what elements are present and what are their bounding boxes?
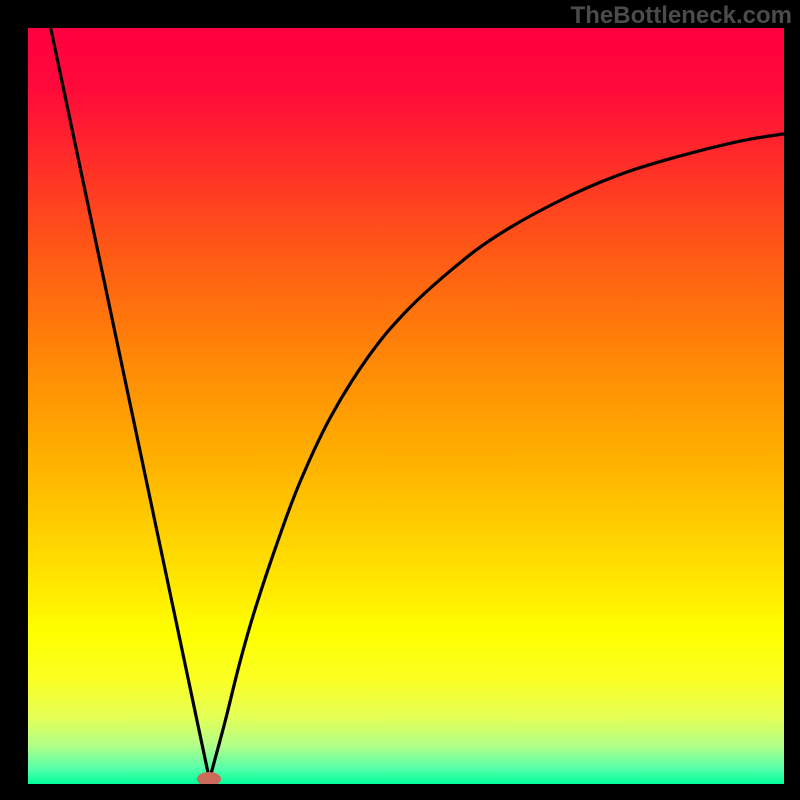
curve-svg <box>28 28 784 784</box>
chart-frame: TheBottleneck.com <box>0 0 800 800</box>
curve-left-branch <box>51 28 210 779</box>
plot-area <box>28 28 784 784</box>
watermark-text: TheBottleneck.com <box>571 2 792 30</box>
minimum-marker <box>197 772 221 784</box>
curve-right-branch <box>209 134 784 780</box>
